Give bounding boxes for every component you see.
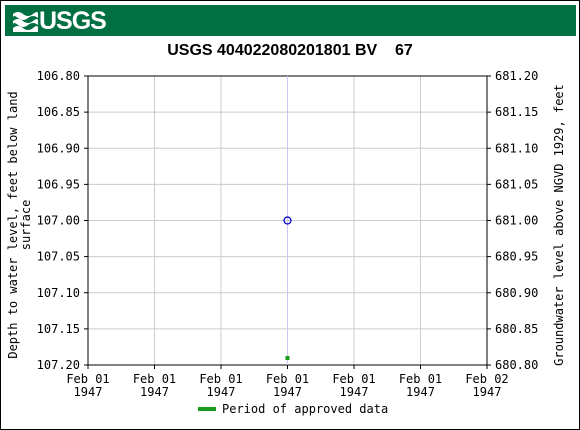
x-tick-label-year: 1947 (140, 385, 169, 399)
y-left-tick-label: 106.90 (37, 141, 80, 155)
x-tick-label-date: Feb 01 (266, 372, 309, 386)
x-tick-label-year: 1947 (406, 385, 435, 399)
y-right-tick-label: 681.10 (495, 141, 538, 155)
usgs-wave-icon (12, 10, 38, 32)
x-tick-label-date: Feb 01 (399, 372, 442, 386)
x-tick-label-year: 1947 (273, 385, 302, 399)
approved-period-mark (285, 356, 290, 360)
y-right-tick-label: 681.00 (495, 214, 538, 228)
y-right-tick-label: 681.15 (495, 105, 538, 119)
data-point[interactable] (283, 216, 292, 225)
y-right-tick-label: 680.80 (495, 358, 538, 372)
usgs-logo[interactable]: USGS (12, 7, 107, 35)
y-left-tick-labels: 106.80 106.85 106.90 106.95 107.00 107.05 107.… (37, 69, 88, 372)
y-left-tick-label: 107.15 (37, 322, 80, 336)
data-marks (283, 76, 292, 365)
y-left-tick-label: 106.80 (37, 69, 80, 83)
x-tick-label-date: Feb 02 (465, 372, 508, 386)
y-axis-right-title: Groundwater level above NGVD 1929, feet (552, 84, 566, 366)
y-right-tick-label: 680.95 (495, 250, 538, 264)
y-axis-left-title: Depth to water level, feet below landsur… (6, 91, 33, 358)
x-tick-label-year: 1947 (74, 385, 103, 399)
y-right-tick-labels: 681.20 681.15 681.10 681.05 681.00 680.95 680.… (487, 69, 538, 372)
usgs-logo-text: USGS (39, 7, 107, 35)
x-tick-label-year: 1947 (473, 385, 502, 399)
x-tick-label-date: Feb 01 (133, 372, 176, 386)
legend-label: Period of approved data (222, 402, 389, 416)
x-tick-label-date: Feb 01 (332, 372, 375, 386)
y-right-tick-label: 681.20 (495, 69, 538, 83)
x-tick-label-year: 1947 (207, 385, 236, 399)
chart-title: USGS 404022080201801 BV 67 (167, 42, 413, 59)
y-left-tick-label: 107.05 (37, 250, 80, 264)
legend: Period of approved data (198, 402, 388, 416)
y-left-tick-label: 107.10 (37, 286, 80, 300)
legend-swatch (198, 407, 216, 411)
y-left-tick-label: 107.00 (37, 214, 80, 228)
y-right-tick-label: 681.05 (495, 177, 538, 191)
y-right-tick-label: 680.90 (495, 286, 538, 300)
y-right-tick-label: 680.85 (495, 322, 538, 336)
usgs-banner: USGS (5, 5, 576, 36)
y-left-tick-label: 106.85 (37, 105, 80, 119)
y-axis-left-title-line: Depth to water level, feet below land (6, 91, 20, 358)
y-left-tick-label: 106.95 (37, 177, 80, 191)
x-tick-label-date: Feb 01 (199, 372, 242, 386)
x-tick-label-year: 1947 (340, 385, 369, 399)
y-axis-left-title-line: surface (19, 200, 33, 251)
x-tick-label-date: Feb 01 (66, 372, 109, 386)
y-left-tick-label: 107.20 (37, 358, 80, 372)
